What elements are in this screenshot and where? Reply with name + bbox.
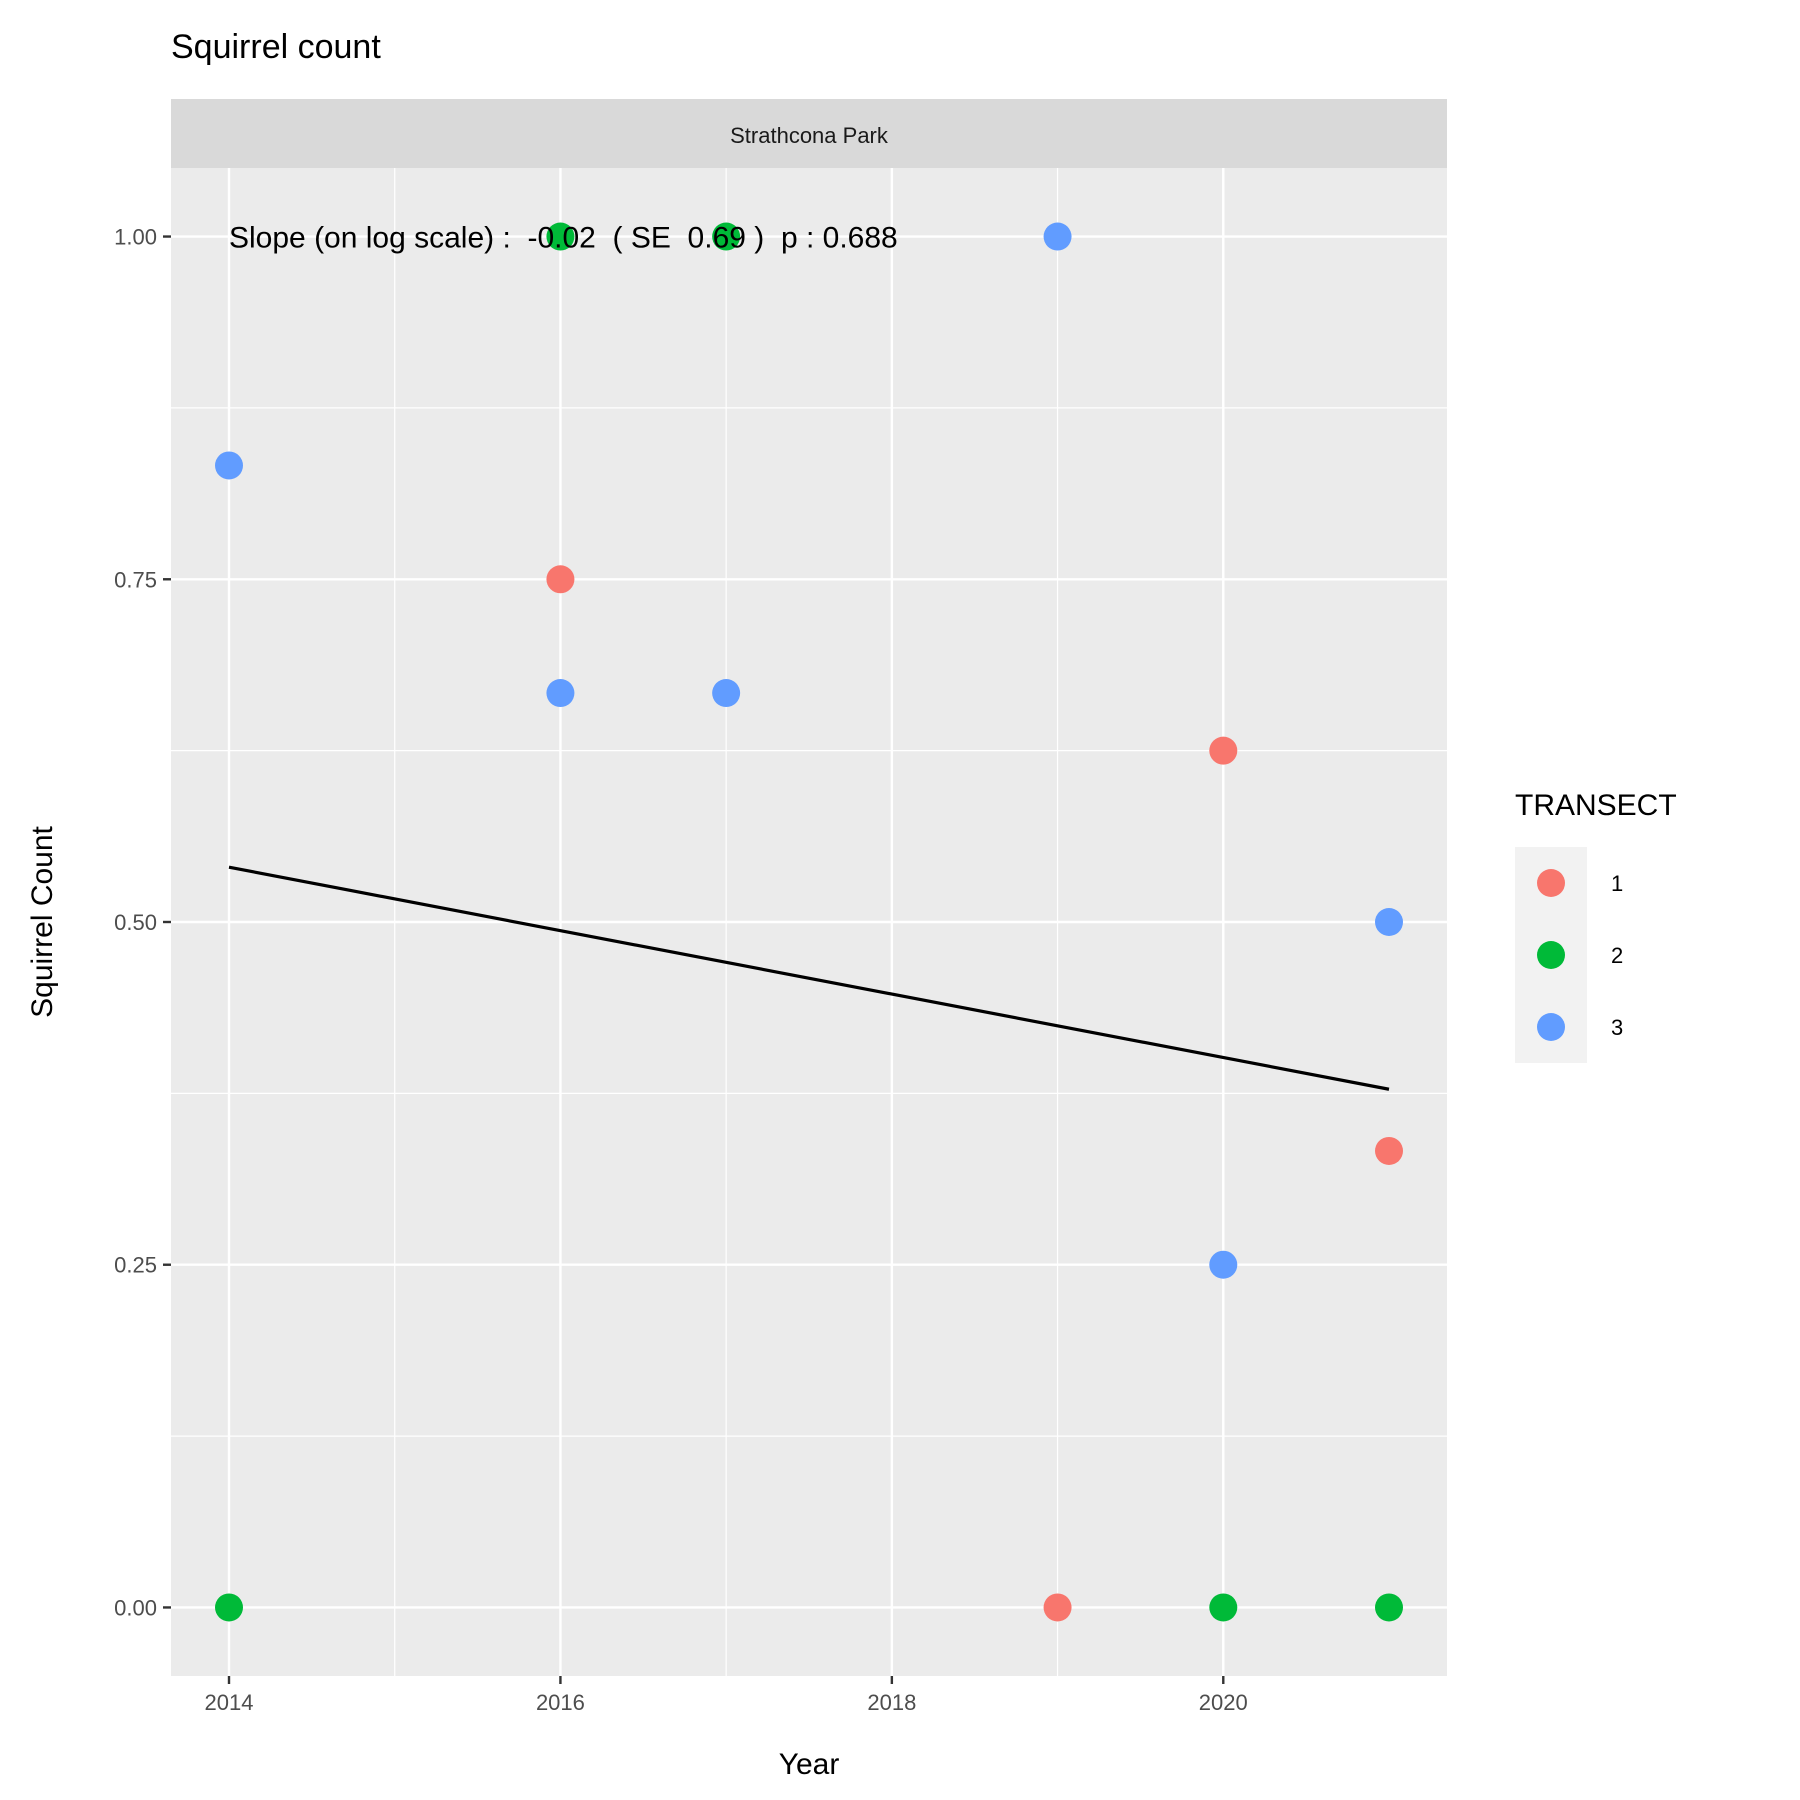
- data-point-transect-1: [1209, 736, 1238, 765]
- y-tick-label: 0.25: [114, 1253, 157, 1278]
- legend-label-2: 2: [1611, 943, 1623, 968]
- data-point-transect-3: [1209, 1250, 1238, 1279]
- x-tick-label: 2016: [536, 1690, 585, 1715]
- data-points: [215, 222, 1403, 1622]
- y-tick-label: 0.75: [114, 567, 157, 592]
- facet-strip: [171, 99, 1447, 168]
- data-point-transect-2: [546, 222, 575, 251]
- data-point-transect-1: [1375, 1136, 1403, 1165]
- x-tick-label: 2020: [1199, 1690, 1248, 1715]
- y-axis-title: Squirrel Count: [26, 825, 59, 1017]
- chart-title: Squirrel count: [171, 28, 381, 66]
- data-point-transect-2: [712, 222, 741, 251]
- data-point-transect-3: [712, 679, 741, 708]
- y-tick-label: 0.50: [114, 910, 157, 935]
- legend-key-3: [1537, 1013, 1565, 1041]
- major-gridlines: [171, 168, 1447, 1676]
- trend-line: [228, 865, 1390, 1091]
- legend-label-3: 3: [1611, 1015, 1623, 1040]
- data-point-transect-2: [215, 1593, 243, 1622]
- legend: TRANSECT 1 2 3: [1515, 789, 1677, 1063]
- legend-entries: 1 2 3: [1537, 869, 1623, 1041]
- legend-label-1: 1: [1611, 871, 1623, 896]
- data-point-transect-3: [1375, 908, 1403, 936]
- facet-label: Strathcona Park: [730, 123, 889, 148]
- x-axis-title: Year: [779, 1748, 840, 1781]
- slope-annotation: Slope (on log scale) : -0.02 ( SE 0.69 )…: [229, 222, 898, 255]
- data-point-transect-2: [1209, 1593, 1238, 1622]
- legend-key-1: [1537, 869, 1565, 897]
- y-tick-label: 0.00: [114, 1595, 157, 1620]
- data-point-transect-1: [546, 565, 575, 594]
- data-point-transect-3: [1043, 222, 1072, 251]
- x-tick-label: 2018: [867, 1690, 916, 1715]
- trend-line-group: [228, 865, 1390, 1091]
- y-axis: 0.00 0.25 0.50 0.75 1.00: [114, 225, 171, 1620]
- data-point-transect-3: [546, 679, 575, 708]
- legend-key-2: [1537, 941, 1565, 969]
- legend-title: TRANSECT: [1515, 789, 1677, 822]
- data-point-transect-1: [1043, 1593, 1072, 1622]
- x-tick-label: 2014: [205, 1690, 254, 1715]
- data-point-transect-2: [1375, 1593, 1403, 1622]
- annotation-group: Slope (on log scale) : -0.02 ( SE 0.69 )…: [229, 222, 898, 255]
- x-axis: 2014 2016 2018 2020: [205, 1676, 1248, 1715]
- y-tick-label: 1.00: [114, 225, 157, 250]
- data-point-transect-3: [215, 451, 243, 480]
